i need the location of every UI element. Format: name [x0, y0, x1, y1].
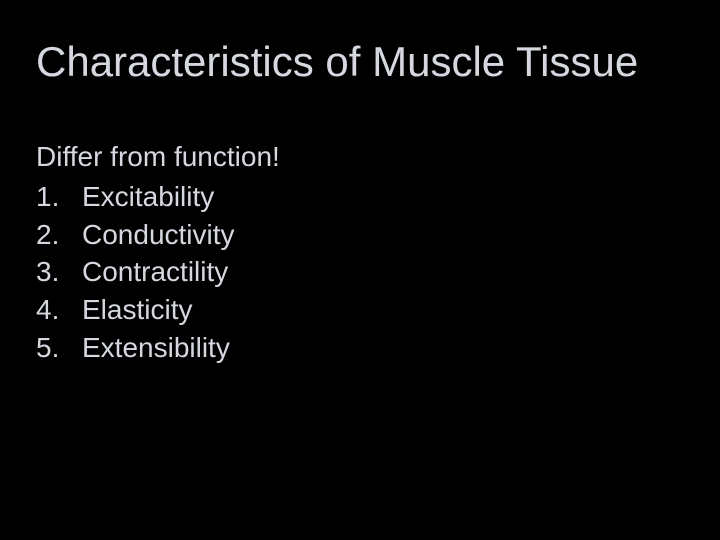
list-item: 2. Conductivity — [36, 216, 280, 254]
list-number: 4. — [36, 291, 82, 329]
slide-body: Differ from function! 1. Excitability 2.… — [36, 138, 280, 367]
list-text: Contractility — [82, 253, 280, 291]
list-item: 5. Extensibility — [36, 329, 280, 367]
list-number: 2. — [36, 216, 82, 254]
list-text: Excitability — [82, 178, 280, 216]
list-item: 1. Excitability — [36, 178, 280, 216]
list-item: 4. Elasticity — [36, 291, 280, 329]
characteristics-list: 1. Excitability 2. Conductivity 3. Contr… — [36, 178, 280, 367]
slide-title: Characteristics of Muscle Tissue — [36, 38, 638, 86]
list-number: 5. — [36, 329, 82, 367]
list-text: Conductivity — [82, 216, 280, 254]
list-text: Extensibility — [82, 329, 280, 367]
list-number: 1. — [36, 178, 82, 216]
list-text: Elasticity — [82, 291, 280, 329]
list-number: 3. — [36, 253, 82, 291]
slide: Characteristics of Muscle Tissue Differ … — [0, 0, 720, 540]
list-item: 3. Contractility — [36, 253, 280, 291]
lead-text: Differ from function! — [36, 138, 280, 176]
